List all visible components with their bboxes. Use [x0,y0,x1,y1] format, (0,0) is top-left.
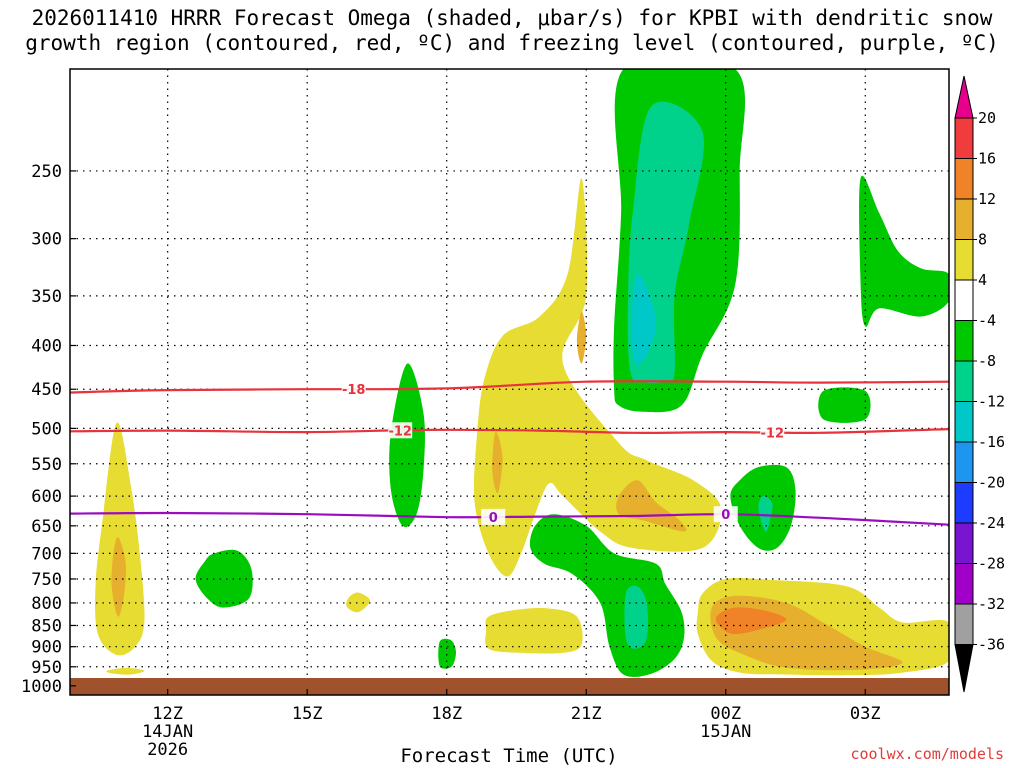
contour-label-bg [481,508,506,525]
x-tick-label: 18Z [431,704,462,724]
shade-teal-lower-middle [624,585,648,649]
y-tick-label: 450 [31,380,62,400]
credit-text: coolwx.com/models [850,745,1004,763]
contour-0 [70,511,949,526]
shade-teal-00z-small [758,496,773,532]
colorbar-label: 16 [978,150,996,168]
ground-fill [70,678,949,695]
shade-orange-22z-blob [616,480,687,532]
shade-green-03z-upper [859,175,949,327]
colorbar-swatch [954,563,974,605]
x-tick-label: 00Z [710,704,741,724]
colorbar-swatch [954,603,974,645]
y-tick-label: 350 [31,287,62,307]
y-tick-label: 400 [31,337,62,357]
colorbar-label: -20 [978,474,1005,492]
y-tick-label: 700 [31,544,62,564]
shade-yellow-blob-19z [485,608,583,654]
colorbar-swatch [954,117,974,159]
contour--18 [70,380,949,394]
colorbar-swatch [954,522,974,564]
shade-green-02z-rect [818,387,871,423]
colorbar-swatch [954,320,974,362]
y-tick-label: 800 [31,594,62,614]
y-tick-label: 300 [31,230,62,250]
colorbar-label: -28 [978,555,1005,573]
colorbar-label: -4 [978,312,996,330]
shade-orange-21z-sliver [576,311,587,364]
x-tick-label: 12Z [152,704,183,724]
colorbar-swatch [954,441,974,483]
contour-label-bg [388,422,413,439]
y-tick-label: 850 [31,616,62,636]
x-tick-label: 03Z [850,704,881,724]
y-tick-label: 900 [31,638,62,658]
shade-cyan-upper-main [631,273,657,366]
colorbar-label: -8 [978,352,996,370]
contour-label-bg [713,506,738,523]
shade-yellow-upper-tongue [473,178,722,577]
y-axis: 2503003504004505005506006507007508008509… [21,162,76,697]
colorbar-label: 4 [978,271,987,289]
colorbar-swatch [954,360,974,402]
shade-yellow-small-1000 [106,667,145,675]
colorbar-swatch [954,239,974,281]
shade-green-13z-blob [195,549,253,608]
contour-label-bg [760,424,785,441]
contour-label-0: 0 [489,511,498,526]
shade-orange-left-spike [111,537,127,617]
colorbar-label: 12 [978,190,996,208]
x-tick-date: 14JAN [142,722,193,742]
shade-orange-19z-sliver [492,431,503,494]
y-tick-label: 1000 [21,677,62,697]
y-tick-label: 650 [31,517,62,537]
contour--12 [70,428,949,435]
title-line-2: growth region (contoured, red, ºC) and f… [25,31,999,55]
contour-label--12: -12 [761,426,785,441]
shade-green-17z-spike [389,363,425,528]
title-line-1: 2026011410 HRRR Forecast Omega (shaded, … [31,6,993,30]
colorbar-label: -32 [978,595,1005,613]
contour-label-bg [341,380,366,397]
shade-yellow-small-16z [346,592,370,613]
colorbar-swatch [954,279,974,321]
contour-label--12: -12 [388,424,412,439]
colorbar-swatch [954,158,974,200]
contour-lines: -18 -12 -12 0 0 [70,380,949,526]
colorbar-label: -16 [978,433,1005,451]
x-tick-year: 2026 [147,740,188,760]
colorbar-top-arrow [954,75,974,119]
y-tick-label: 750 [31,570,62,590]
y-tick-label: 250 [31,162,62,182]
x-axis-title: Forecast Time (UTC) [400,745,618,767]
y-tick-label: 950 [31,658,62,678]
y-tick-label: 550 [31,455,62,475]
plot-frame [69,68,950,696]
shade-yellow-left-spike [95,422,145,656]
y-tick-label: 500 [31,419,62,439]
colorbar-label: 20 [978,109,996,127]
contour-label--18: -18 [342,383,366,398]
colorbar-label: -12 [978,393,1005,411]
x-tick-date: 15JAN [700,722,751,742]
x-tick-label: 21Z [571,704,602,724]
colorbar-swatch [954,482,974,524]
x-tick-label: 15Z [292,704,323,724]
colorbar: 20 16 12 8 4 -4 -8 -12 -16 -20 -24 -28 -32 -36 [954,75,1005,693]
contour-label-0: 0 [721,508,730,523]
colorbar-swatch [954,198,974,240]
colorbar-label: 8 [978,231,987,249]
colorbar-swatch [954,401,974,443]
shade-red-lower-right [715,607,787,635]
omega-shading [95,69,949,677]
ground-bar [70,678,949,695]
colorbar-label: -36 [978,636,1005,654]
y-tick-label: 600 [31,487,62,507]
shade-green-18z-small [438,638,456,669]
colorbar-label: -24 [978,514,1005,532]
colorbar-bottom-arrow [954,644,974,693]
chart-title: 2026011410 HRRR Forecast Omega (shaded, … [0,6,1024,56]
